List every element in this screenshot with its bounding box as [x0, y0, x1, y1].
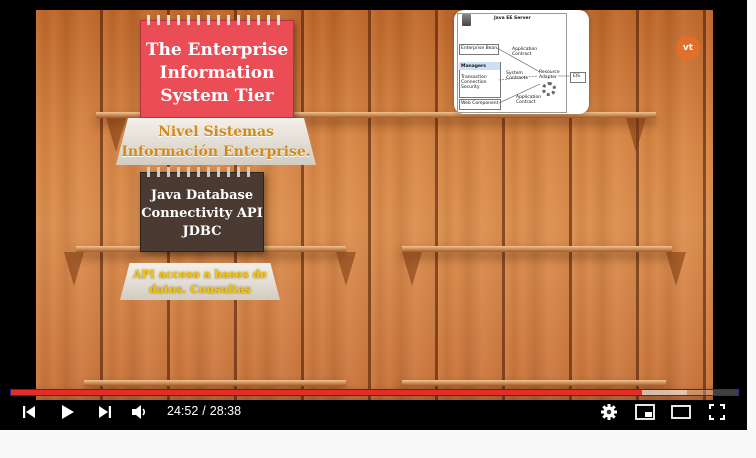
chalkboard-line: Connectivity API: [141, 206, 263, 221]
next-button[interactable]: [94, 400, 116, 424]
banner-line: Información Enterprise.: [121, 144, 311, 160]
spiral-binding: [147, 167, 257, 177]
chalkboard-line: Java Database: [150, 188, 254, 203]
shelf-bottom-left: [84, 380, 346, 386]
shelf-support: [626, 118, 646, 152]
eis-box: [570, 72, 586, 83]
progress-bar[interactable]: [10, 389, 739, 396]
server-icon: [462, 14, 471, 26]
shelf-bottom-right: [402, 380, 666, 386]
channel-logo: vt: [676, 36, 700, 60]
spiral-binding: [147, 15, 287, 25]
video-frame[interactable]: The Enterprise Information System Tier N…: [36, 10, 713, 400]
notepad-title: The Enterprise Information System Tier: [141, 39, 293, 108]
previous-button[interactable]: [18, 400, 40, 424]
application-contract-bottom: Application Contract: [516, 95, 542, 105]
play-icon: [62, 405, 74, 419]
shelf-top: [96, 112, 656, 118]
resource-adapter-label: Resource Adapter: [539, 70, 560, 80]
system-contracts-label: System Contracts: [506, 71, 528, 81]
settings-icon: [601, 404, 617, 420]
enterprise-bean-box: [459, 44, 499, 55]
shelf-support: [666, 252, 686, 286]
miniplayer-button[interactable]: [633, 400, 657, 424]
volume-icon: [132, 405, 146, 419]
banner-line: Nivel Sistemas: [158, 124, 274, 140]
managers-header: [459, 62, 500, 70]
fullscreen-button[interactable]: [706, 400, 728, 424]
banner-api-acceso: API acceso a bases de datos. Consultas: [120, 263, 280, 300]
theater-icon: [671, 405, 691, 419]
video-player[interactable]: The Enterprise Information System Tier N…: [0, 0, 747, 430]
notepad-line: Information: [159, 63, 275, 83]
previous-icon: [23, 406, 35, 418]
play-button[interactable]: [56, 400, 78, 424]
web-component-label: Web Component: [461, 101, 499, 106]
time-separator: /: [202, 404, 206, 418]
architecture-diagram: Java EE Server Enterprise Bean Applicati…: [454, 10, 589, 114]
miniplayer-icon: [635, 404, 655, 420]
banner-line: API acceso a bases de: [132, 268, 268, 281]
gear-icon: [542, 82, 556, 96]
banner-nivel-sistemas: Nivel Sistemas Información Enterprise.: [116, 118, 316, 165]
chalkboard-line: JDBC: [182, 224, 222, 239]
web-component-box: [459, 99, 501, 110]
notepad-line: The Enterprise: [145, 40, 289, 60]
diagram-title: Java EE Server: [494, 16, 531, 21]
mute-button[interactable]: [128, 400, 150, 424]
managers-items: Transaction Connection Security: [461, 75, 487, 90]
enterprise-bean-label: Enterprise Bean: [461, 46, 498, 51]
current-time: 24:52: [167, 404, 199, 418]
shelf-support: [336, 252, 356, 286]
shelf-support: [64, 252, 84, 286]
managers-label: Managers: [461, 64, 486, 69]
shelf-support: [106, 118, 126, 152]
banner-line: datos. Consultas: [149, 283, 251, 296]
fullscreen-icon: [709, 404, 725, 420]
duration: 28:38: [209, 404, 242, 418]
theater-mode-button[interactable]: [669, 400, 693, 424]
time-display: 24:52/28:38: [165, 404, 243, 418]
eis-label: EIS: [573, 74, 581, 79]
chalkboard-card: Java Database Connectivity API JDBC: [140, 167, 264, 252]
played-bar: [11, 390, 643, 395]
diagram-connectors: [496, 47, 570, 104]
settings-button[interactable]: [598, 400, 620, 424]
shelf-support: [402, 252, 422, 286]
shelf-middle-right: [402, 246, 672, 252]
notepad-title-card: The Enterprise Information System Tier: [140, 15, 294, 118]
next-icon: [99, 406, 111, 418]
application-contract-top: Application Contract: [512, 47, 538, 57]
notepad-line: System Tier: [160, 86, 274, 106]
